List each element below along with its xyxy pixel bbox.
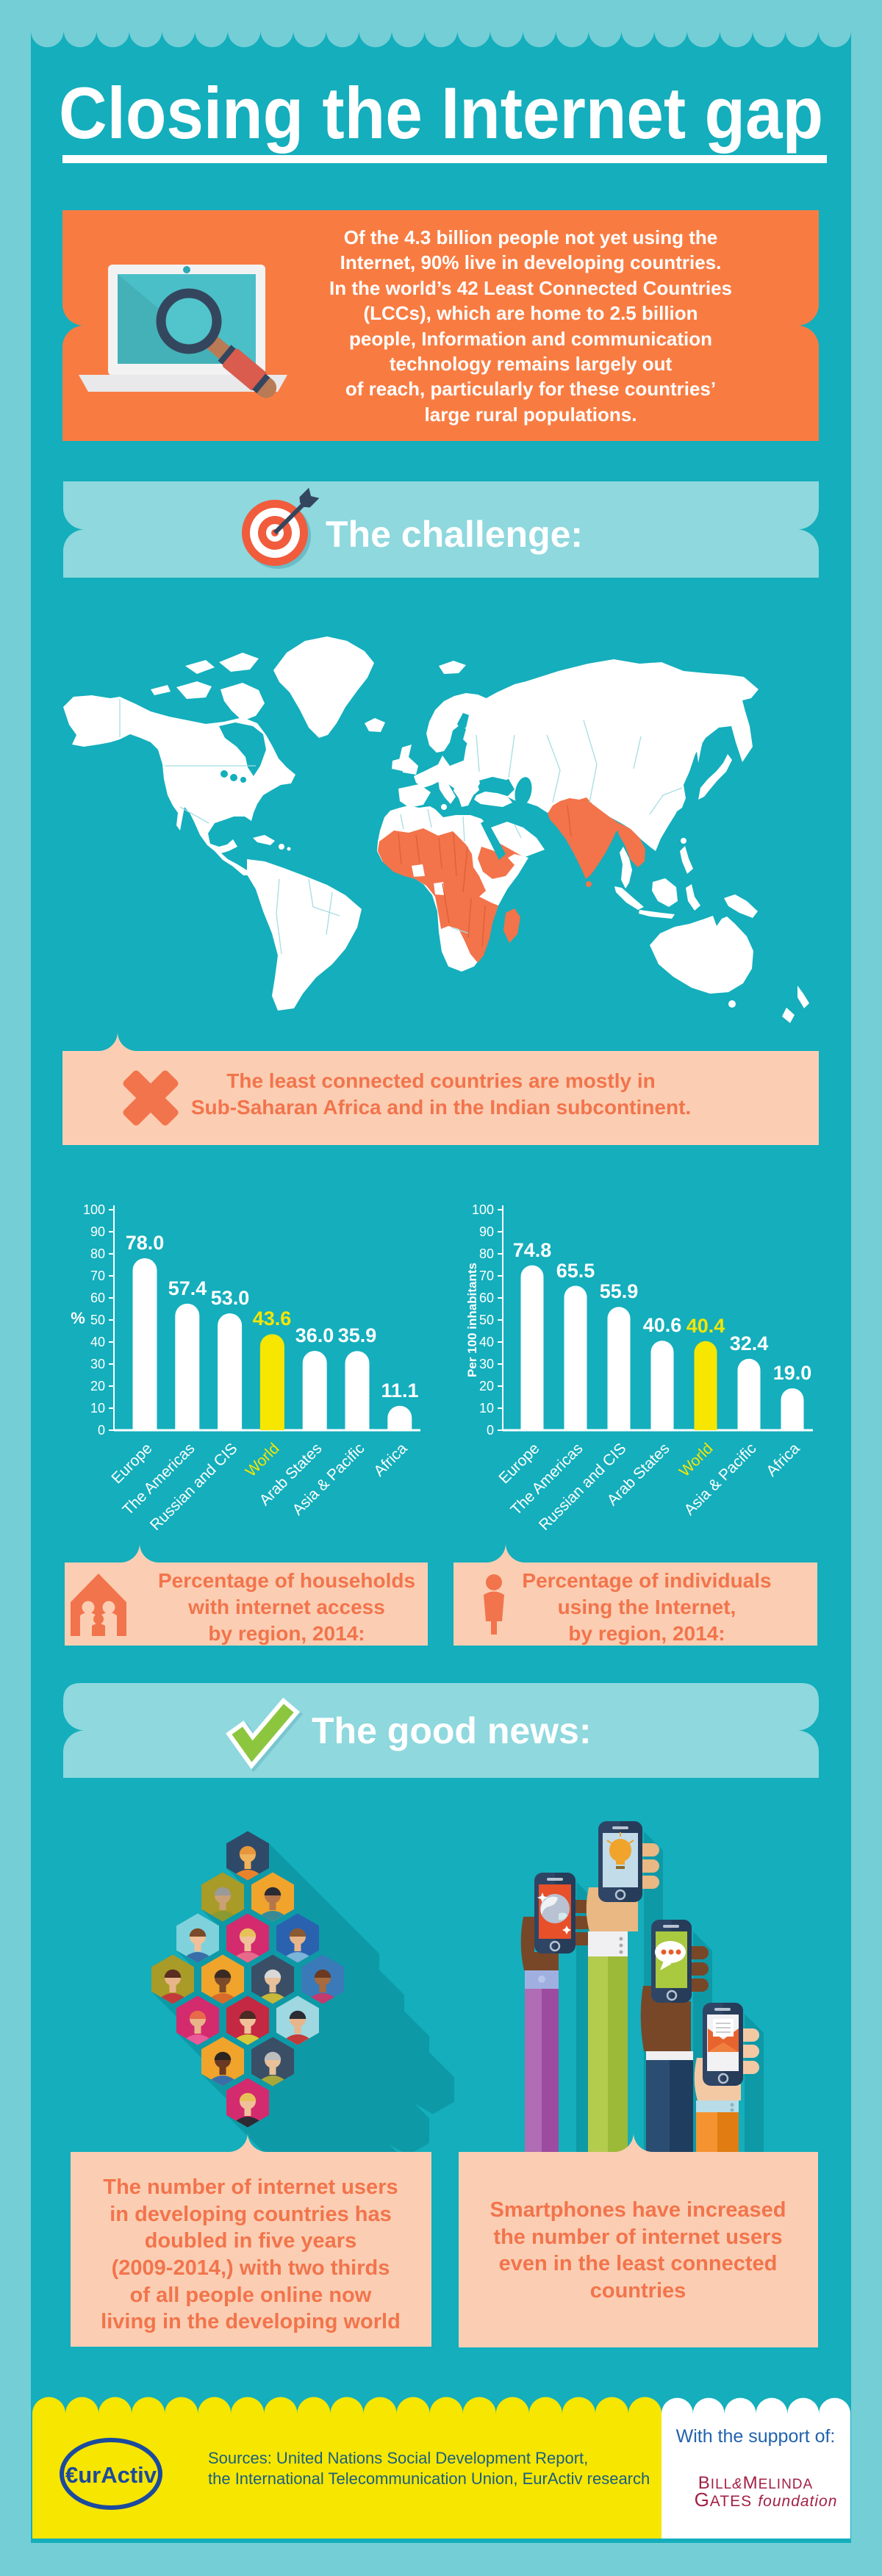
svg-text:by region, 2014:: by region, 2014:	[208, 1622, 365, 1645]
svg-text:36.0: 36.0	[295, 1324, 334, 1346]
svg-text:10: 10	[479, 1401, 494, 1416]
svg-text:100: 100	[83, 1202, 105, 1217]
svg-text:10: 10	[90, 1401, 105, 1416]
svg-text:60: 60	[479, 1291, 494, 1305]
svg-text:doubled in five years: doubled in five years	[145, 2229, 356, 2253]
svg-text:the International Telecommunic: the International Telecommunication Unio…	[208, 2469, 650, 2488]
svg-text:€urActiv: €urActiv	[65, 2462, 157, 2488]
svg-text:70: 70	[90, 1269, 105, 1283]
svg-text:43.6: 43.6	[253, 1307, 292, 1330]
svg-text:BILL&MELINDA: BILL&MELINDA	[698, 2473, 813, 2493]
svg-text:0: 0	[98, 1423, 105, 1438]
svg-text:35.9: 35.9	[338, 1324, 377, 1346]
svg-text:(2009-2014,) with two thirds: (2009-2014,) with two thirds	[112, 2256, 390, 2280]
svg-text:90: 90	[479, 1224, 494, 1239]
svg-text:100: 100	[472, 1202, 494, 1217]
svg-text:0: 0	[487, 1423, 494, 1438]
svg-text:57.4: 57.4	[168, 1277, 207, 1299]
svg-text:technology remains largely out: technology remains largely out	[390, 353, 673, 375]
svg-text:Sub-Saharan Africa and in the: Sub-Saharan Africa and in the Indian sub…	[191, 1096, 691, 1119]
svg-text:40: 40	[479, 1335, 494, 1349]
svg-text:The good news:: The good news:	[312, 1710, 592, 1751]
svg-text:Closing the Internet gap: Closing the Internet gap	[59, 72, 823, 154]
svg-text:40: 40	[90, 1335, 105, 1349]
svg-text:Percentage of households: Percentage of households	[158, 1569, 415, 1592]
svg-text:The number of internet users: The number of internet users	[103, 2175, 398, 2199]
svg-text:in developing countries has: in developing countries has	[110, 2203, 392, 2226]
svg-text:living in the developing world: living in the developing world	[101, 2310, 401, 2333]
svg-text:11.1: 11.1	[381, 1380, 418, 1402]
svg-text:50: 50	[90, 1313, 105, 1327]
svg-text:of reach, particularly for the: of reach, particularly for these countri…	[345, 378, 716, 400]
svg-text:with internet access: with internet access	[187, 1596, 385, 1618]
svg-text:Internet, 90% live in developi: Internet, 90% live in developing countri…	[340, 251, 722, 273]
svg-text:the number of internet users: the number of internet users	[493, 2225, 782, 2249]
svg-text:50: 50	[479, 1313, 494, 1327]
svg-text:people, Information and commun: people, Information and communication	[349, 328, 712, 350]
svg-text:80: 80	[90, 1246, 105, 1261]
svg-text:In the world’s 42 Least Connec: In the world’s 42 Least Connected Countr…	[329, 277, 732, 299]
svg-text:78.0: 78.0	[126, 1232, 165, 1254]
svg-text:60: 60	[90, 1291, 105, 1305]
svg-text:40.4: 40.4	[686, 1315, 725, 1337]
svg-text:65.5: 65.5	[556, 1260, 595, 1282]
svg-text:20: 20	[90, 1379, 105, 1393]
svg-text:40.6: 40.6	[643, 1314, 682, 1336]
svg-text:74.8: 74.8	[513, 1239, 552, 1261]
svg-text:80: 80	[479, 1246, 494, 1261]
svg-text:%: %	[71, 1309, 85, 1327]
svg-text:(LCCs), which are home to 2.5: (LCCs), which are home to 2.5 billion	[363, 302, 698, 324]
svg-text:30: 30	[479, 1357, 494, 1371]
svg-text:Percentage of individuals: Percentage of individuals	[522, 1569, 771, 1592]
svg-text:55.9: 55.9	[600, 1280, 639, 1302]
svg-text:The challenge:: The challenge:	[326, 514, 583, 555]
svg-text:70: 70	[479, 1269, 494, 1283]
svg-text:Sources: United Nations Social: Sources: United Nations Social Developme…	[208, 2449, 588, 2467]
svg-text:Per 100 inhabitants: Per 100 inhabitants	[465, 1263, 479, 1377]
svg-text:Smartphones have increased: Smartphones have increased	[490, 2198, 786, 2222]
svg-text:30: 30	[90, 1357, 105, 1371]
svg-text:Of the 4.3 billion people not: Of the 4.3 billion people not yet using …	[344, 226, 717, 248]
svg-text:The least connected countries: The least connected countries are mostly…	[226, 1069, 656, 1092]
svg-text:even in the least connected: even in the least connected	[499, 2252, 778, 2275]
svg-text:32.4: 32.4	[730, 1332, 769, 1355]
svg-text:53.0: 53.0	[211, 1287, 250, 1309]
svg-text:by region, 2014:: by region, 2014:	[568, 1622, 725, 1645]
svg-text:using the Internet,: using the Internet,	[558, 1596, 736, 1618]
svg-text:19.0: 19.0	[773, 1362, 812, 1384]
svg-text:countries: countries	[590, 2279, 686, 2303]
svg-text:large rural populations.: large rural populations.	[425, 403, 637, 426]
svg-text:20: 20	[479, 1379, 494, 1393]
svg-text:With the support of:: With the support of:	[676, 2426, 836, 2447]
svg-text:of all people online now: of all people online now	[130, 2283, 372, 2307]
svg-text:90: 90	[90, 1224, 105, 1239]
